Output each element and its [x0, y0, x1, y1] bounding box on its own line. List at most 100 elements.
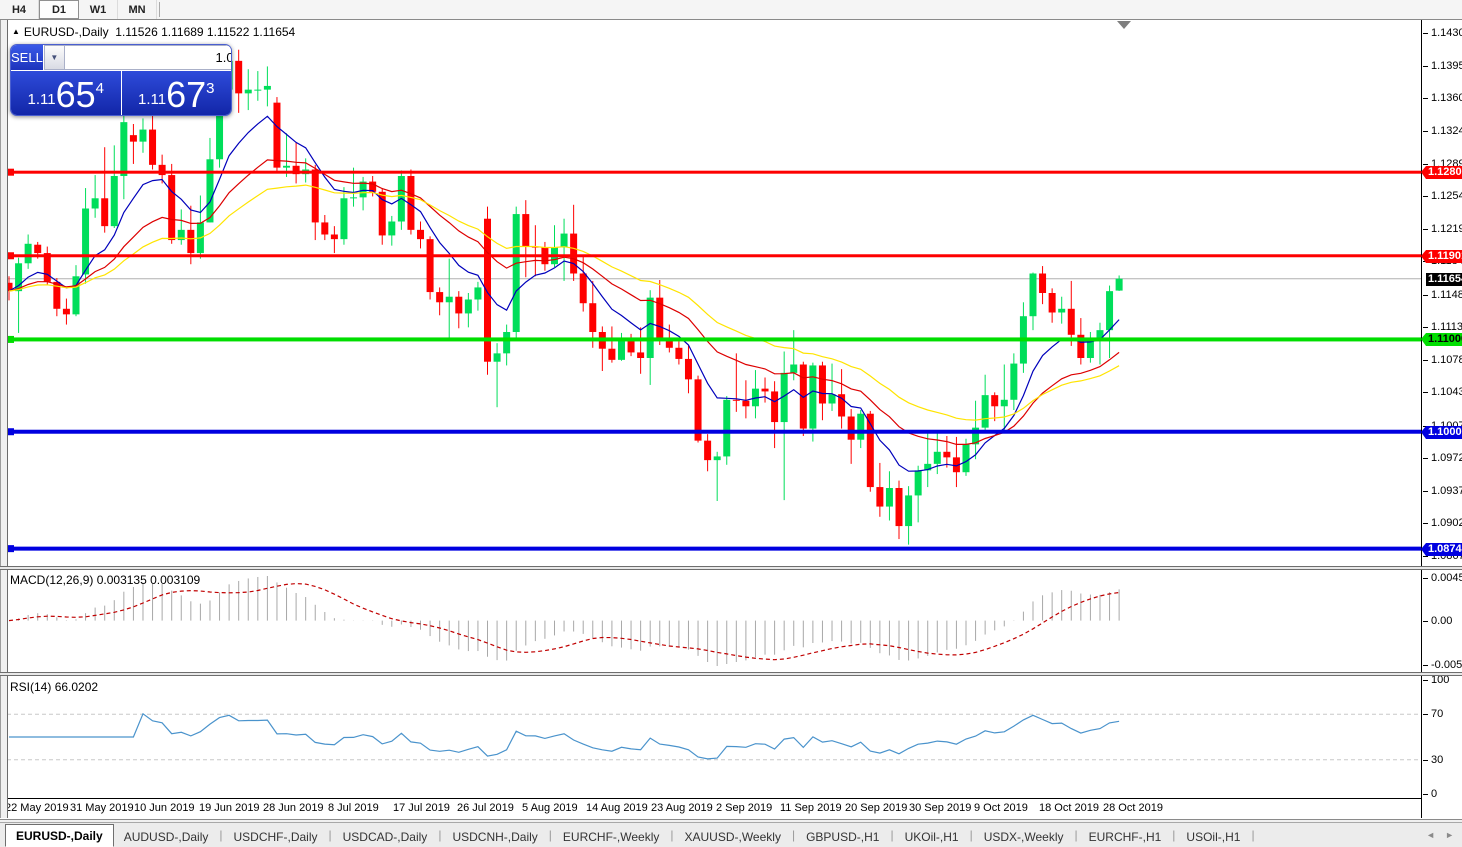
- price-tick: 1.12190: [1423, 223, 1462, 236]
- chart-tab-gbpusd-h1[interactable]: GBPUSD-,H1: [806, 830, 880, 844]
- ask-price-button[interactable]: 1.11 67 3: [121, 71, 231, 116]
- tab-separator: |: [791, 828, 796, 842]
- date-tick-label: 26 Jul 2019: [457, 802, 514, 814]
- bid-price-big: 65: [55, 74, 96, 116]
- macd-scale-min: -0.005205: [1423, 659, 1462, 672]
- chart-shift-marker-icon: [1117, 21, 1131, 29]
- chart-tab-eurchf-h1[interactable]: EURCHF-,H1: [1088, 830, 1162, 844]
- tab-scroll-left-icon[interactable]: ◄: [1426, 830, 1436, 840]
- chart-tab-eurusd-daily[interactable]: EURUSD-,Daily: [5, 824, 114, 847]
- chart-tab-usdchf-daily[interactable]: USDCHF-,Daily: [233, 830, 318, 844]
- tab-separator: |: [328, 828, 332, 842]
- chart-tab-audusd-daily[interactable]: AUDUSD-,Daily: [123, 830, 209, 844]
- volume-decrease-button[interactable]: ▼: [43, 45, 65, 70]
- tab-separator: |: [438, 828, 442, 842]
- level-price-tag: 1.11000: [1421, 333, 1462, 347]
- macd-label: MACD(12,26,9) 0.003135 0.003109: [10, 573, 200, 587]
- price-chart-pane[interactable]: [7, 20, 1421, 566]
- chart-ohlc-values: 1.11526 1.11689 1.11522 1.11654: [115, 25, 296, 39]
- date-tick-label: 28 Jun 2019: [263, 802, 324, 814]
- chart-tab-usdcnh-daily[interactable]: USDCNH-,Daily: [452, 830, 538, 844]
- pane-splitter-rsi[interactable]: [0, 672, 1462, 676]
- date-tick-label: 28 Oct 2019: [1103, 802, 1163, 814]
- bid-price-prefix: 1.11: [27, 91, 56, 108]
- tab-separator: |: [548, 828, 552, 842]
- timeframe-button-d1[interactable]: D1: [39, 0, 79, 19]
- level-price-tag: 1.08747: [1421, 542, 1462, 556]
- price-tick: 1.13950: [1423, 60, 1462, 73]
- chart-symbol-period: EURUSD-,Daily: [23, 25, 109, 39]
- tab-separator: |: [219, 828, 223, 842]
- tab-separator: |: [1251, 828, 1255, 842]
- rsi-scale-tick: 0: [1422, 788, 1438, 800]
- tab-separator: |: [1172, 828, 1176, 842]
- price-tick: 1.12540: [1423, 190, 1462, 203]
- tab-scroll-right-icon[interactable]: ►: [1445, 830, 1454, 840]
- rsi-indicator-pane[interactable]: [7, 676, 1421, 798]
- date-tick-label: 20 Sep 2019: [845, 802, 908, 814]
- chart-tab-xauusd-weekly[interactable]: XAUUSD-,Weekly: [684, 830, 781, 844]
- date-tick-label: 22 May 2019: [5, 802, 69, 814]
- pane-splitter-macd[interactable]: [0, 566, 1462, 570]
- macd-name: MACD(12,26,9): [10, 573, 94, 587]
- macd-signal-value: 0.003109: [150, 573, 201, 587]
- price-tick: 1.10780: [1423, 354, 1462, 367]
- tab-separator: |: [1074, 828, 1078, 842]
- tag-arrow-icon: [1421, 166, 1426, 180]
- price-tick: 1.13240: [1423, 125, 1462, 138]
- chart-tab-ukoil-h1[interactable]: UKOil-,H1: [904, 830, 959, 844]
- timeframe-button-h4[interactable]: H4: [0, 0, 39, 19]
- date-tick-label: 17 Jul 2019: [393, 802, 450, 814]
- sell-button[interactable]: SELL: [11, 45, 43, 70]
- timeframe-toolbar: H4 D1 W1 MN: [0, 0, 1462, 20]
- rsi-plot[interactable]: [7, 676, 1421, 798]
- macd-plot[interactable]: [7, 570, 1421, 672]
- date-tick-label: 2 Sep 2019: [716, 802, 773, 814]
- ask-price-big: 67: [166, 74, 207, 116]
- rsi-value: 66.0202: [54, 680, 99, 694]
- chart-tab-usdx-weekly[interactable]: USDX-,Weekly: [983, 830, 1064, 844]
- timeframe-button-w1[interactable]: W1: [79, 0, 118, 19]
- date-tick-label: 19 Jun 2019: [199, 802, 260, 814]
- macd-main-value: 0.003135: [96, 573, 147, 587]
- price-tick: 1.14300: [1423, 27, 1462, 40]
- timeframe-button-mn[interactable]: MN: [118, 0, 157, 19]
- rsi-scale-tick: 30: [1422, 753, 1444, 766]
- chart-tab-bar: EURUSD-,Daily AUDUSD-,Daily | USDCHF-,Daily…: [0, 822, 1462, 847]
- volume-control: ▼ ▲: [42, 45, 231, 70]
- current-price-tag: 1.11654: [1426, 272, 1462, 286]
- price-scale[interactable]: 1.143001.139501.136001.132401.128901.125…: [1421, 20, 1462, 818]
- bid-price-button[interactable]: 1.11 65 4: [11, 71, 122, 115]
- date-tick-label: 5 Aug 2019: [522, 802, 578, 814]
- date-axis[interactable]: 22 May 2019 31 May 2019 10 Jun 2019 19 Jun …: [0, 798, 1462, 820]
- chart-tab-eurchf-weekly[interactable]: EURCHF-,Weekly: [562, 830, 660, 844]
- rsi-label: RSI(14) 66.0202: [10, 680, 98, 694]
- tag-arrow-icon: [1421, 542, 1426, 556]
- chart-tab-usoil-h1[interactable]: USOil-,H1: [1186, 830, 1241, 844]
- window-collapse-icon: ▲: [12, 27, 20, 36]
- date-tick-label: 9 Oct 2019: [974, 802, 1028, 814]
- rsi-scale-tick: 100: [1422, 674, 1450, 686]
- price-chart-plot[interactable]: [7, 20, 1421, 566]
- macd-scale-zero: 0.00: [1422, 614, 1453, 627]
- price-tick: 1.11130: [1422, 321, 1462, 334]
- rsi-scale-tick: 70: [1422, 708, 1444, 721]
- window-left-border: [0, 20, 8, 818]
- chart-tab-usdcad-daily[interactable]: USDCAD-,Daily: [342, 830, 428, 844]
- volume-input[interactable]: [64, 45, 231, 70]
- rsi-name: RSI(14): [10, 680, 52, 694]
- date-tick-label: 10 Jun 2019: [134, 802, 195, 814]
- macd-indicator-pane[interactable]: [7, 570, 1421, 672]
- window-top-border: [0, 19, 1462, 20]
- price-tick: 1.09370: [1423, 485, 1462, 498]
- price-tick: 1.11480: [1423, 289, 1462, 302]
- date-tick-label: 30 Sep 2019: [909, 802, 972, 814]
- bid-price-sup: 4: [95, 80, 104, 97]
- tag-arrow-icon: [1421, 249, 1426, 263]
- price-tick: 1.09720: [1423, 452, 1462, 465]
- tab-separator: |: [890, 828, 894, 842]
- macd-scale-max: 0.004536: [1423, 572, 1462, 585]
